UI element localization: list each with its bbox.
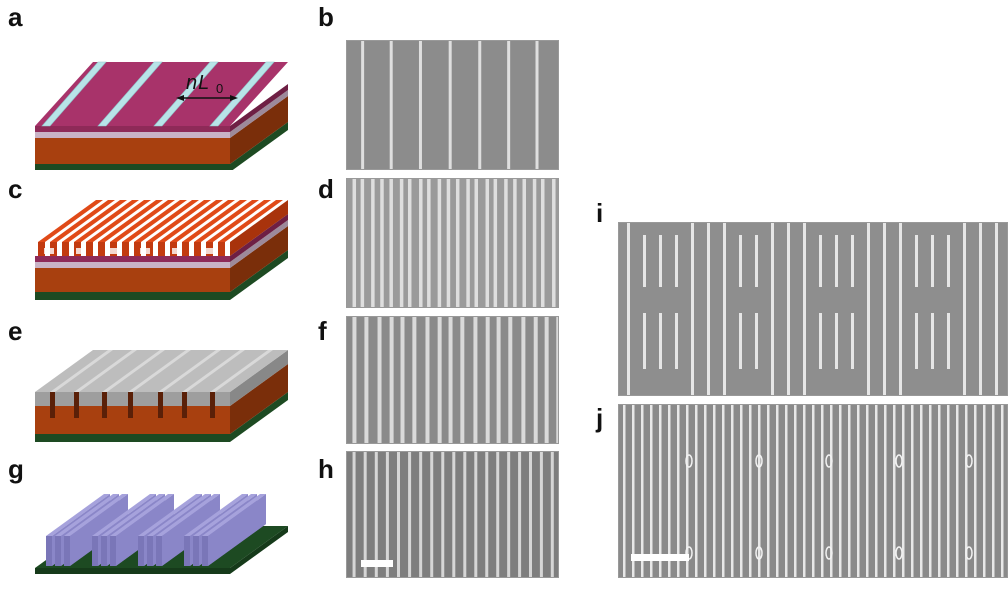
sem-image-d	[346, 178, 559, 308]
svg-text:nL: nL	[186, 72, 209, 94]
panel-label-h: h	[318, 454, 334, 484]
scale-bar	[361, 560, 393, 567]
panel-label-i: i	[596, 198, 604, 228]
schematic-e	[30, 326, 292, 456]
schematic-g	[30, 466, 292, 596]
panel-label-e: e	[8, 316, 23, 346]
panel-label-d: d	[318, 174, 334, 204]
sem-image-i	[618, 222, 1008, 396]
sem-image-b	[346, 40, 559, 170]
scale-bar	[631, 554, 689, 561]
panel-label-a: a	[8, 2, 23, 32]
panel-label-b: b	[318, 2, 334, 32]
sem-image-f	[346, 316, 559, 444]
schematic-c	[30, 182, 292, 312]
panel-label-f: f	[318, 316, 327, 346]
schematic-a: nL 0	[30, 40, 292, 172]
svg-text:0: 0	[216, 81, 223, 96]
panel-label-c: c	[8, 174, 23, 204]
panel-label-j: j	[596, 403, 604, 433]
panel-label-g: g	[8, 454, 24, 484]
sem-image-h	[346, 451, 559, 578]
sem-image-j	[618, 404, 1008, 578]
